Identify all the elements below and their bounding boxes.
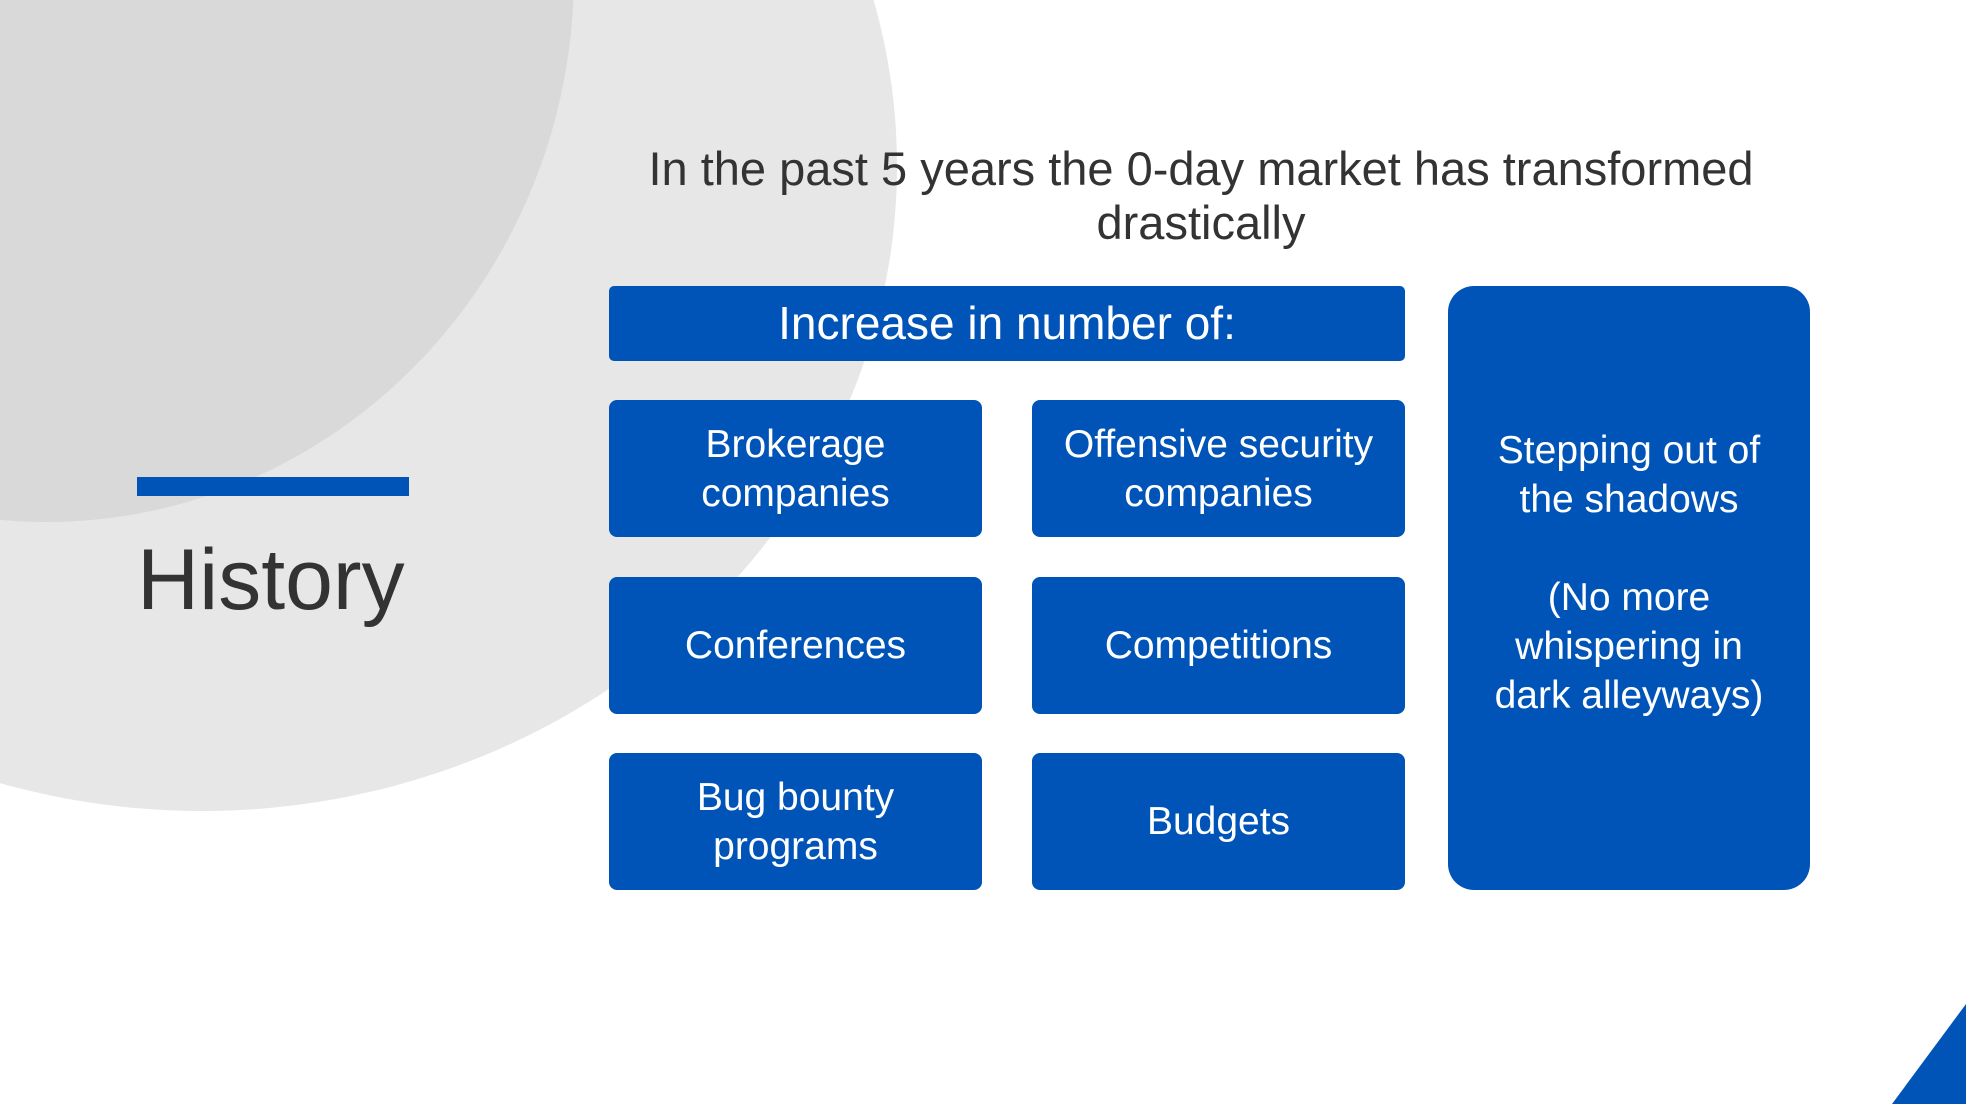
increase-header-box: Increase in number of: xyxy=(609,286,1405,361)
item-label: Offensive security companies xyxy=(1063,422,1374,515)
side-note-text: Stepping out of the shadows (No more whi… xyxy=(1494,429,1764,717)
increase-header-label: Increase in number of: xyxy=(778,297,1236,349)
item-label: Competitions xyxy=(1104,624,1333,667)
item-box-competitions: Competitions xyxy=(1032,577,1405,714)
item-box-offensive-security: Offensive security companies xyxy=(1032,400,1405,537)
title-accent-bar xyxy=(137,477,409,496)
item-box-conferences: Conferences xyxy=(609,577,982,714)
item-box-bug-bounty: Bug bounty programs xyxy=(609,753,982,890)
side-note-box: Stepping out of the shadows (No more whi… xyxy=(1448,286,1810,890)
item-box-brokerage: Brokerage companies xyxy=(609,400,982,537)
item-label: Brokerage companies xyxy=(701,422,890,515)
slide-headline: In the past 5 years the 0-day market has… xyxy=(648,142,1754,249)
item-label: Bug bounty programs xyxy=(696,775,895,868)
section-title: History xyxy=(137,532,405,628)
item-label: Conferences xyxy=(684,624,907,667)
item-label: Budgets xyxy=(1146,800,1291,843)
item-box-budgets: Budgets xyxy=(1032,753,1405,890)
corner-triangle-decoration xyxy=(1892,1004,1966,1104)
